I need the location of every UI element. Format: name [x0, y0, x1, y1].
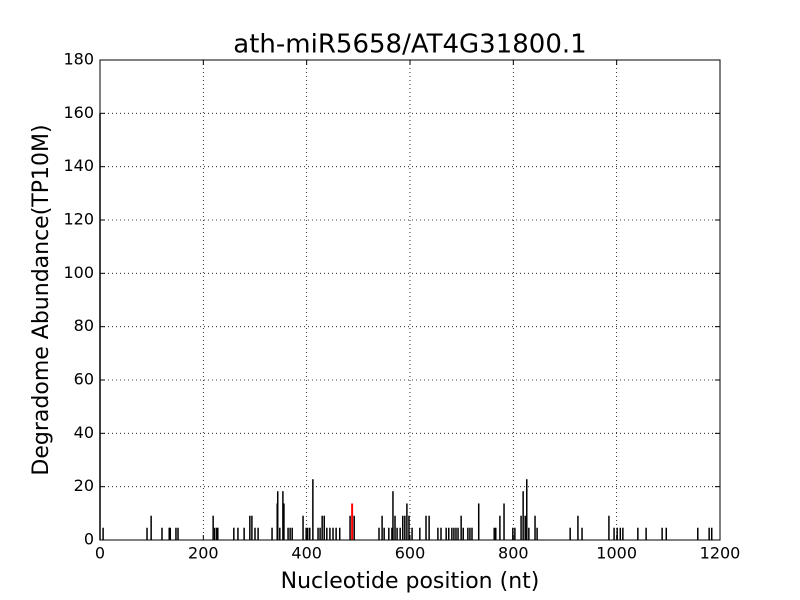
y-tick-label: 180: [63, 50, 94, 69]
x-tick-label: 1000: [596, 544, 637, 563]
chart-title: ath-miR5658/AT4G31800.1: [233, 30, 586, 60]
x-tick-label: 600: [395, 544, 426, 563]
x-tick-label: 0: [95, 544, 105, 563]
y-tick-label: 80: [74, 316, 94, 335]
x-axis-label: Nucleotide position (nt): [281, 569, 540, 594]
y-tick-label: 120: [63, 210, 94, 229]
y-axis-label: Degradome Abundance(TP10M): [29, 124, 54, 475]
y-tick-label: 140: [63, 156, 94, 175]
y-tick-label: 0: [84, 530, 94, 549]
x-tick-label: 200: [188, 544, 219, 563]
y-tick-label: 20: [74, 476, 94, 495]
plot-frame: [99, 59, 721, 541]
y-tick-label: 160: [63, 103, 94, 122]
y-tick-label: 100: [63, 263, 94, 282]
x-tick-label: 400: [291, 544, 322, 563]
x-tick-label: 800: [498, 544, 529, 563]
y-tick-label: 40: [74, 423, 94, 442]
y-tick-label: 60: [74, 370, 94, 389]
x-tick-label: 1200: [700, 544, 741, 563]
